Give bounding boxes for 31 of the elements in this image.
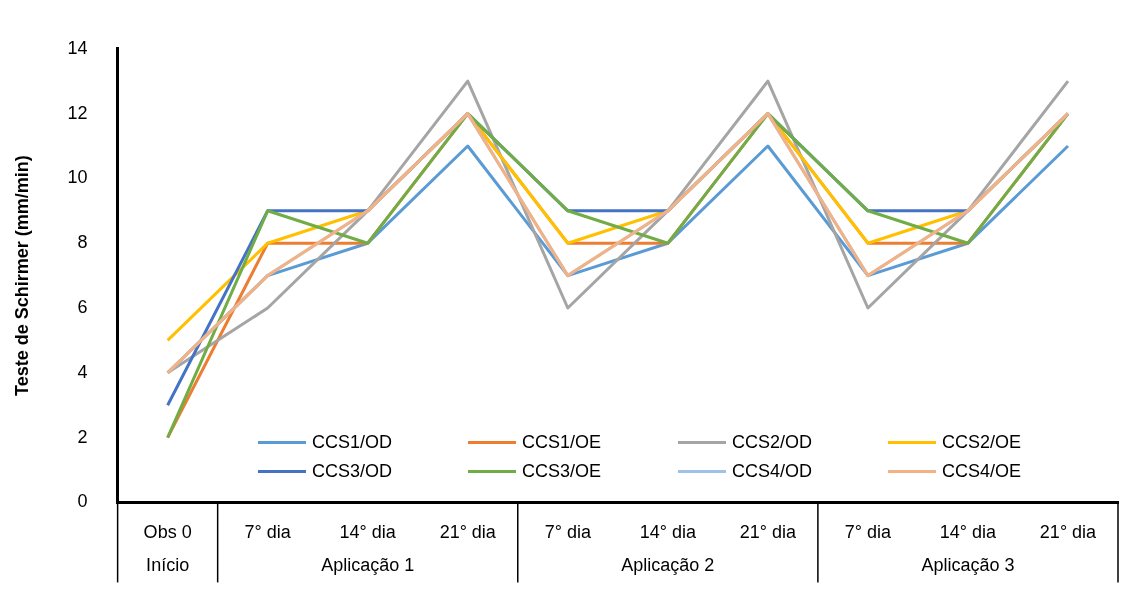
x-tick-label: 7° dia (844, 522, 893, 543)
x-tick-label: 7° dia (544, 522, 592, 543)
y-tick-label: 2 (77, 426, 88, 447)
legend-label: CCS1/OD (312, 432, 393, 453)
text: Início (146, 555, 190, 576)
x-tick-label: 14° dia (639, 522, 697, 543)
x-tick-label: 14° dia (939, 522, 998, 543)
y-tick-label: 10 (67, 167, 88, 188)
x-tick-label: 21° dia (739, 522, 797, 543)
text: Aplicação 3 (921, 555, 1015, 576)
legend-label: CCS4/OE (942, 461, 1022, 482)
legend-label: CCS2/OD (732, 432, 813, 453)
legend-label: CCS3/OD (312, 461, 393, 482)
x-tick-label: Obs 0 (143, 522, 192, 543)
legend-label: CCS1/OE (522, 432, 602, 453)
legend-label: CCS4/OD (732, 461, 813, 482)
legend-label: CCS2/OE (942, 432, 1022, 453)
text: Aplicação 1 (321, 555, 415, 576)
y-tick-label: 8 (77, 232, 88, 253)
x-tick-label: 7° dia (244, 522, 292, 543)
x-tick-label: 21° dia (439, 522, 497, 543)
x-tick-label: 21° dia (1039, 522, 1098, 543)
text: Aplicação 2 (621, 555, 715, 576)
y-tick-label: 0 (77, 491, 88, 512)
legend-label: CCS3/OE (522, 461, 602, 482)
y-tick-label: 6 (77, 296, 88, 317)
y-axis-title: Teste de Schirmer (mm/min) (11, 155, 32, 396)
y-tick-label: 4 (77, 361, 88, 382)
y-tick-label: 14 (67, 37, 88, 58)
y-tick-label: 12 (67, 102, 88, 123)
x-tick-label: 14° dia (339, 522, 397, 543)
